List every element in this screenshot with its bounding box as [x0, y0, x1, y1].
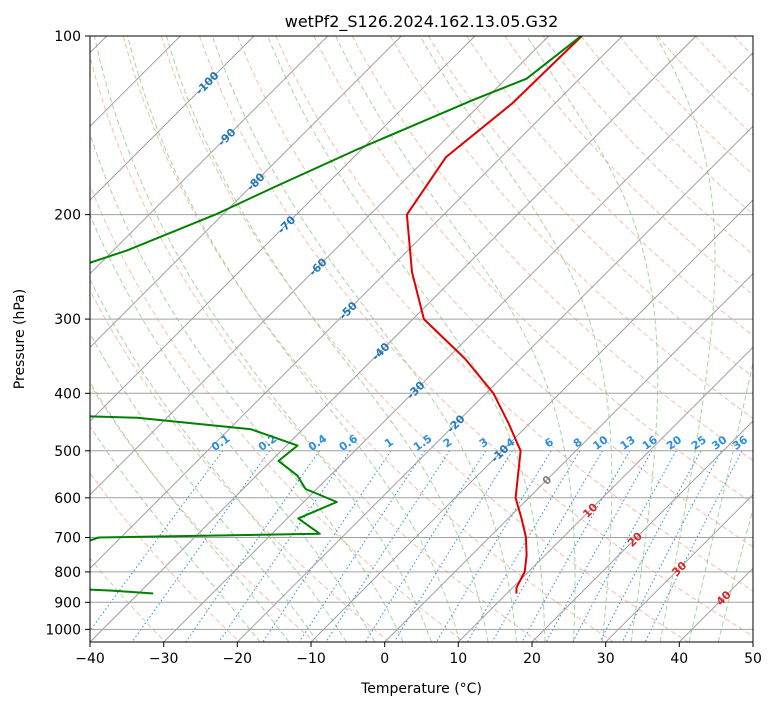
y-tick-label: 800 — [54, 565, 81, 581]
chart-title: wetPf2_S126.2024.162.13.05.G32 — [285, 12, 559, 32]
y-tick-label: 300 — [54, 312, 81, 328]
dry-adiabat — [237, 36, 753, 592]
isotherm — [90, 36, 550, 496]
mixing-ratio-line — [521, 450, 631, 642]
dry-adiabat — [90, 289, 390, 642]
mixing-ratio-line — [262, 450, 392, 642]
sounding-profiles — [90, 36, 583, 595]
dry-adiabat — [122, 36, 614, 642]
moist-adiabat — [90, 278, 347, 642]
isotherm — [310, 199, 753, 642]
x-axis-label: Temperature (°C) — [360, 681, 482, 697]
x-tick-label: 30 — [597, 651, 615, 667]
dry-adiabat — [160, 36, 689, 642]
dry-adiabat — [427, 36, 753, 378]
mixing-ratio-line — [545, 450, 653, 642]
moist-adiabat — [93, 36, 432, 642]
x-tick-label: 50 — [744, 651, 762, 667]
mixing-ratio-line — [644, 450, 743, 642]
mixing-ratio-line — [435, 450, 552, 642]
mixing-ratio-line — [185, 450, 321, 642]
moist-adiabat — [688, 360, 753, 642]
y-tick-label: 600 — [54, 491, 81, 507]
isotherm — [90, 36, 255, 201]
moist-adiabat — [90, 213, 376, 642]
isotherm — [90, 36, 623, 570]
x-tick-label: 20 — [523, 651, 541, 667]
moist-adiabat — [526, 36, 659, 642]
isotherm — [457, 346, 753, 642]
temperature-profile — [405, 36, 583, 594]
y-tick-label: 400 — [54, 386, 81, 402]
reference-lines — [90, 36, 753, 642]
y-tick-label: 700 — [54, 531, 81, 547]
x-tick-label: 40 — [670, 651, 688, 667]
moist-adiabat — [90, 425, 261, 642]
isotherm — [236, 125, 753, 642]
mixing-ratio-line — [599, 450, 702, 642]
dry-adiabat — [466, 36, 753, 337]
x-tick-label: 0 — [380, 651, 389, 667]
isotherm — [90, 36, 697, 642]
axes: −40 −30 −20 −10 0 10 20 30 40 50 100 200 300 400 500 60… — [45, 29, 762, 667]
isotherm — [90, 36, 402, 349]
moist-adiabat — [655, 36, 716, 642]
x-tick-label: −10 — [296, 651, 326, 667]
isotherm — [605, 493, 753, 642]
isotherm — [90, 36, 329, 275]
y-axis-label: Pressure (hPa) — [12, 289, 28, 389]
y-tick-label: 200 — [54, 208, 81, 224]
x-tick-label: 10 — [449, 651, 467, 667]
y-tick-label: 1000 — [45, 622, 81, 638]
plot-frame — [89, 35, 754, 643]
moist-adiabat — [419, 36, 613, 642]
moist-adiabat — [717, 507, 753, 642]
x-tick-label: −40 — [75, 651, 105, 667]
moist-adiabat — [165, 36, 489, 642]
dewpoint-profile — [90, 36, 582, 595]
moist-adiabat — [90, 332, 319, 642]
dry-adiabat — [389, 36, 753, 419]
moist-adiabat — [335, 36, 576, 642]
dry-adiabat — [90, 54, 540, 642]
y-tick-label: 900 — [54, 595, 81, 611]
mixing-ratio-line — [298, 450, 426, 642]
moist-adiabat — [90, 381, 290, 642]
isotherm — [531, 420, 753, 642]
y-tick-label: 500 — [54, 444, 81, 460]
isotherm — [90, 36, 476, 422]
mixing-ratio-line — [90, 450, 224, 632]
dry-adiabat — [90, 472, 241, 642]
dry-adiabat — [275, 36, 753, 548]
mixing-ratio-line — [621, 450, 722, 642]
x-tick-label: −30 — [149, 651, 179, 667]
dry-adiabat — [313, 36, 753, 504]
isotherm — [384, 272, 753, 642]
y-tick-label: 100 — [54, 29, 81, 45]
isotherm — [163, 51, 753, 642]
moist-adiabat — [127, 36, 461, 642]
dry-adiabat — [351, 36, 753, 462]
dry-adiabat — [504, 36, 753, 296]
mixing-ratio-line — [572, 450, 677, 642]
moist-adiabat — [90, 132, 404, 642]
moist-adiabat — [211, 36, 517, 642]
x-tick-label: −20 — [223, 651, 253, 667]
